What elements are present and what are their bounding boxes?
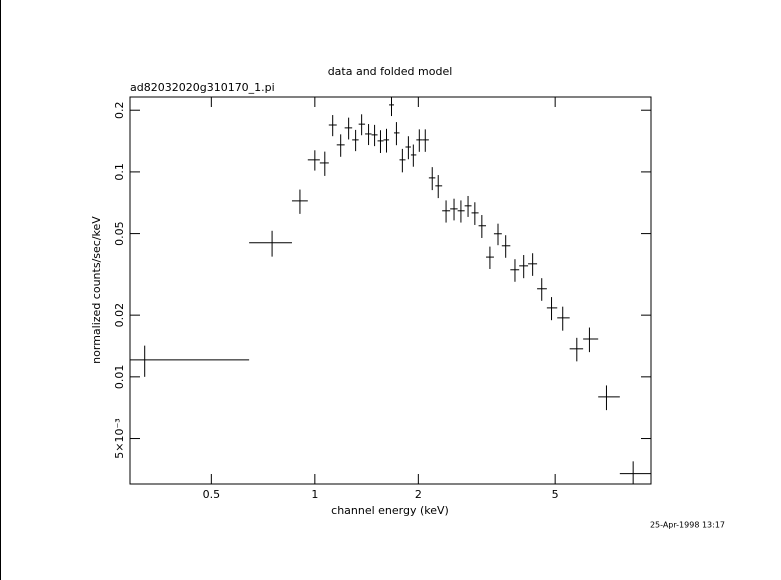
y-tick-label: 0.05 [113,221,126,246]
chart-subtitle: ad82032020g310170_1.pi [130,81,275,94]
x-tick-label: 2 [415,488,422,501]
timestamp: 25-Apr-1998 13:17 [650,521,725,530]
y-tick-label: 0.1 [113,163,126,181]
y-tick-label: 0.01 [113,365,126,390]
x-tick-label: 1 [311,488,318,501]
y-axis-label: normalized counts/sec/keV [90,216,103,364]
y-tick-label: 0.2 [113,101,126,119]
x-axis-label: channel energy (keV) [331,504,449,517]
y-tick-label: 5×10⁻³ [113,418,126,458]
plot-frame [129,96,652,485]
plot-area [130,97,651,484]
y-tick-label: 0.02 [113,303,126,328]
chart-title: data and folded model [328,65,453,78]
x-tick-label: 0.5 [203,488,221,501]
x-tick-label: 5 [552,488,559,501]
